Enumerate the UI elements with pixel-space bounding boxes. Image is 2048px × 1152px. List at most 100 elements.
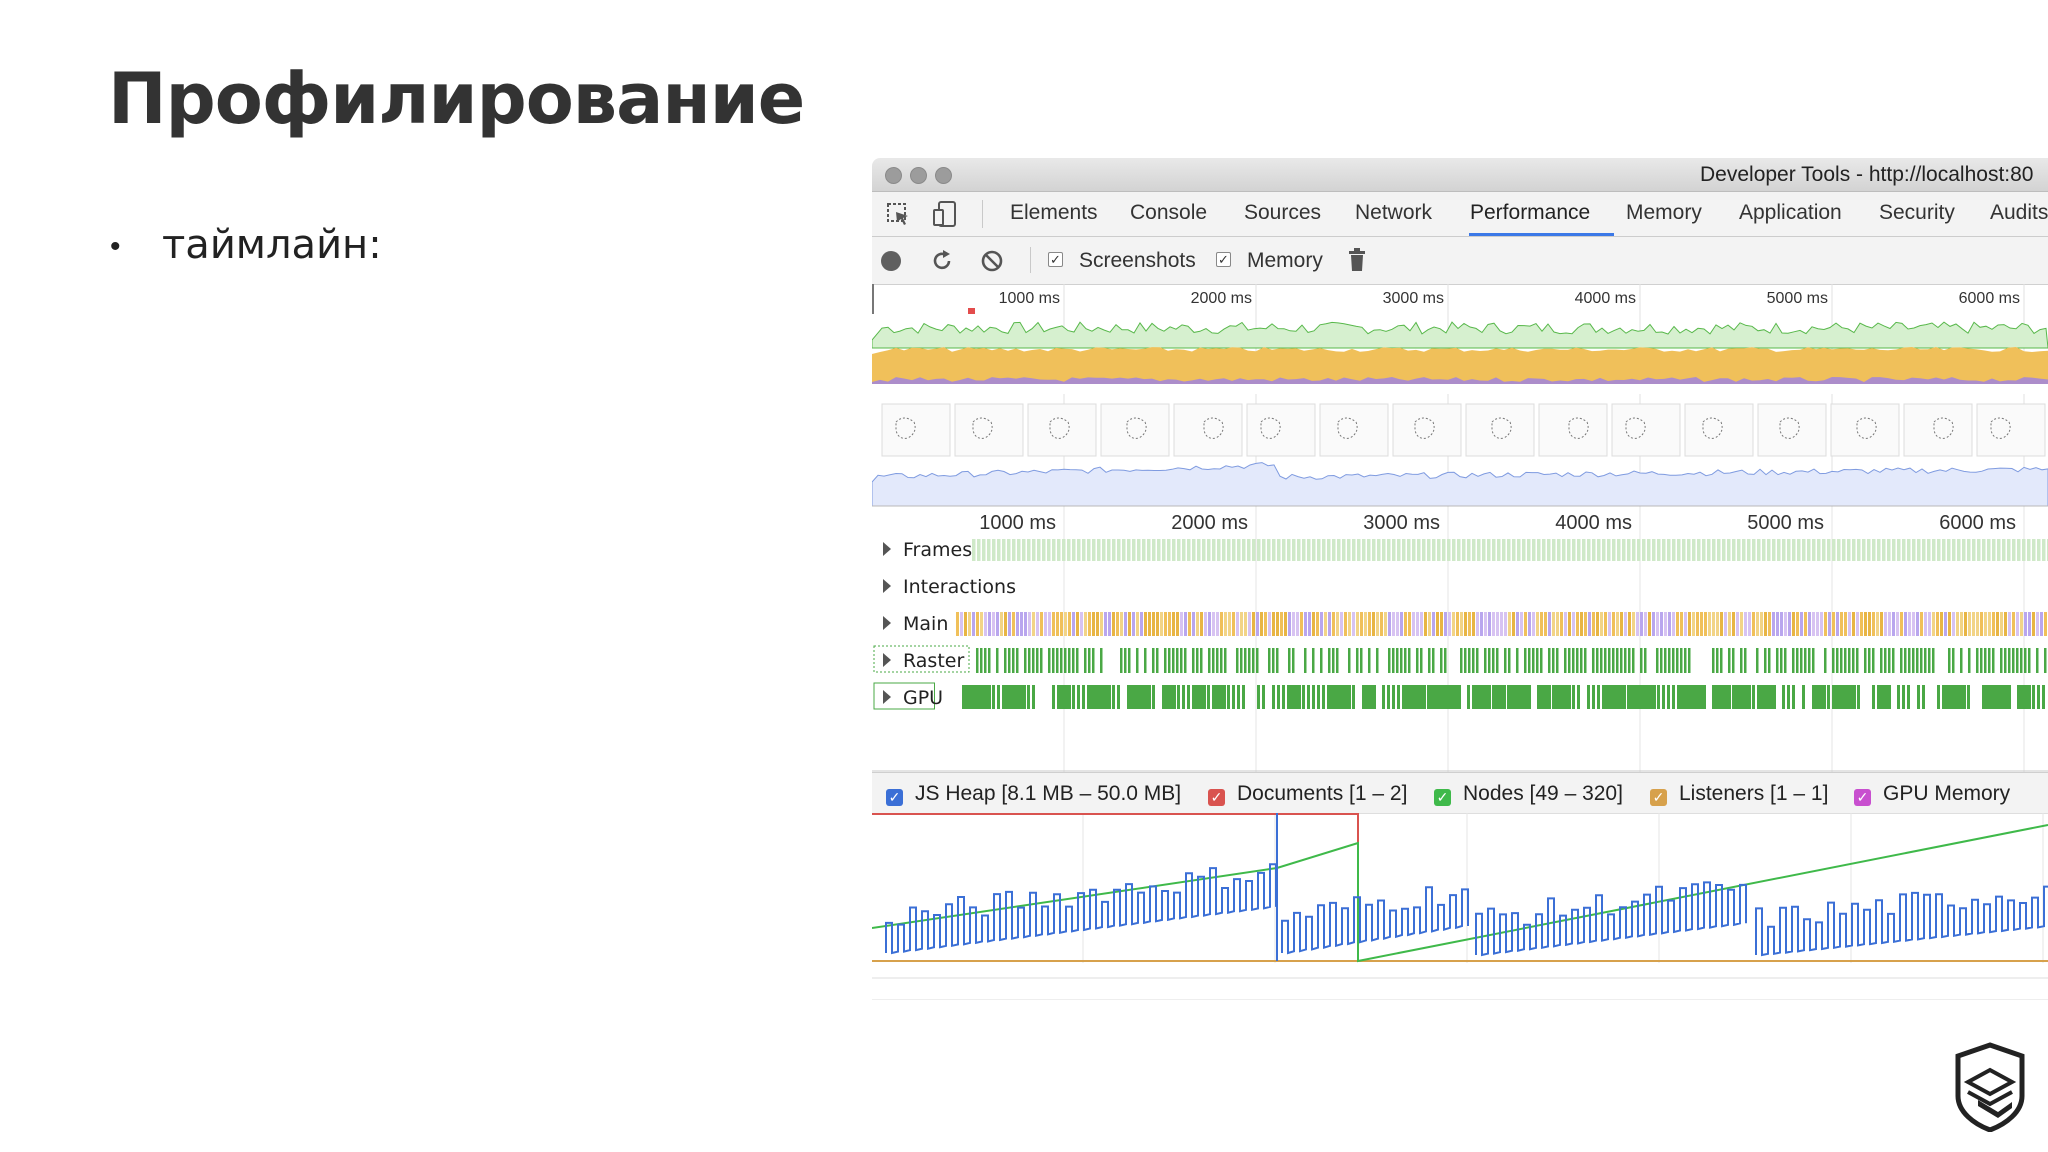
raster-bar [1640, 648, 1643, 673]
overview-ruler-label: 1000 ms [999, 290, 1060, 307]
listeners-checkbox[interactable]: ✓ [1650, 789, 1667, 806]
legend-documents[interactable]: ✓ Documents [1 – 2] [1208, 782, 1407, 806]
main-thread-bar [1864, 612, 1867, 636]
memory-checkbox[interactable]: ✓ [1216, 252, 1231, 267]
clear-icon[interactable] [980, 249, 1004, 273]
main-thread-bar [1728, 612, 1731, 636]
close-window-button[interactable] [885, 167, 902, 184]
main-thread-bar [1212, 612, 1215, 636]
screenshots-checkbox[interactable]: ✓ [1048, 252, 1063, 267]
reload-icon[interactable] [930, 249, 954, 273]
frame-bar [1832, 539, 1836, 561]
frame-bar [1427, 539, 1431, 561]
frame-bar [1367, 539, 1371, 561]
timeline-area[interactable]: 1000 ms 2000 ms 3000 ms 4000 ms 5000 ms 6000 … [872, 284, 2048, 772]
frame-bar [1977, 539, 1981, 561]
raster-bar [984, 648, 987, 673]
frame-bar [2032, 539, 2036, 561]
tab-sources[interactable]: Sources [1244, 201, 1322, 224]
frame-bar [1707, 539, 1711, 561]
main-thread-bar [2012, 612, 2015, 636]
tab-network[interactable]: Network [1355, 201, 1433, 224]
js-heap-checkbox[interactable]: ✓ [886, 789, 903, 806]
gpu-bar [1297, 685, 1300, 709]
tab-console[interactable]: Console [1130, 201, 1208, 224]
gpu-memory-checkbox[interactable]: ✓ [1854, 789, 1871, 806]
inspect-icon[interactable] [886, 202, 912, 228]
raster-bar [1404, 648, 1407, 673]
main-thread-bar [1564, 612, 1567, 636]
frame-bar [1987, 539, 1991, 561]
nodes-checkbox[interactable]: ✓ [1434, 789, 1451, 806]
raster-bar [1620, 648, 1623, 673]
tab-security[interactable]: Security [1879, 201, 1955, 224]
main-thread-bar [1708, 612, 1711, 636]
frame-bar [1812, 539, 1816, 561]
main-thread-bar [1180, 612, 1183, 636]
zoom-window-button[interactable] [935, 167, 952, 184]
record-icon[interactable] [880, 250, 902, 272]
legend-gpu-memory[interactable]: ✓ GPU Memory [1854, 782, 2010, 806]
tab-audits[interactable]: Audits [1990, 201, 2048, 224]
frame-bar [1702, 539, 1706, 561]
legend-nodes[interactable]: ✓ Nodes [49 – 320] [1434, 782, 1623, 806]
main-thread-bar [1944, 612, 1947, 636]
memory-label[interactable]: Memory [1247, 249, 1323, 272]
screenshot-thumbnail [1684, 403, 1754, 457]
minimize-window-button[interactable] [910, 167, 927, 184]
screenshot-globe [1337, 417, 1358, 439]
frame-bar [1387, 539, 1391, 561]
raster-bar [1432, 648, 1435, 673]
raster-bar [1164, 648, 1167, 673]
frame-bar [1187, 539, 1191, 561]
gpu-bar [1727, 685, 1730, 709]
frame-bar [1847, 539, 1851, 561]
raster-bar [1084, 648, 1087, 673]
device-icon[interactable] [932, 200, 958, 228]
main-thread-bar [1744, 612, 1747, 636]
tab-elements[interactable]: Elements [1010, 201, 1098, 224]
main-thread-bar [1080, 612, 1083, 636]
gpu-bar [1852, 685, 1855, 709]
tab-performance[interactable]: Performance [1470, 201, 1591, 224]
main-thread-bar [1960, 612, 1963, 636]
main-thread-bar [1820, 612, 1823, 636]
track-expand-arrow [883, 616, 891, 630]
raster-bar [1212, 648, 1215, 673]
main-thread-bar [1464, 612, 1467, 636]
gpu-bar [1522, 685, 1525, 709]
legend-listeners[interactable]: ✓ Listeners [1 – 1] [1650, 782, 1828, 806]
documents-checkbox[interactable]: ✓ [1208, 789, 1225, 806]
main-thread-bar [1680, 612, 1683, 636]
screenshot-globe [1933, 417, 1954, 439]
tab-application[interactable]: Application [1739, 201, 1842, 224]
main-thread-bar [1268, 612, 1271, 636]
main-thread-bar [1320, 612, 1323, 636]
raster-bar [1900, 648, 1903, 673]
screenshots-label[interactable]: Screenshots [1079, 249, 1196, 272]
screenshot-thumbnail [1319, 403, 1389, 457]
frame-bar [1312, 539, 1316, 561]
slide-title: Профилирование [108, 58, 805, 140]
main-thread-bar [1452, 612, 1455, 636]
track-expand-arrow [883, 690, 891, 704]
frame-bar [1782, 539, 1786, 561]
raster-bar [1632, 648, 1635, 673]
raster-bar [1348, 648, 1351, 673]
legend-js-heap[interactable]: ✓ JS Heap [8.1 MB – 50.0 MB] [886, 782, 1181, 806]
main-thread-bar [2000, 612, 2003, 636]
bullet-item: • таймлайн: [110, 222, 382, 268]
tab-separator [982, 200, 983, 228]
raster-bar [1032, 648, 1035, 673]
main-thread-bar [1412, 612, 1415, 636]
main-thread-bar [1716, 612, 1719, 636]
main-thread-bar [1224, 612, 1227, 636]
tab-memory[interactable]: Memory [1626, 201, 1702, 224]
gpu-bar [1837, 685, 1840, 709]
frame-bar [1992, 539, 1996, 561]
frame-bar [1952, 539, 1956, 561]
trash-icon[interactable] [1348, 248, 1366, 272]
main-thread-bar [1072, 612, 1075, 636]
gpu-bar [1272, 685, 1275, 709]
gpu-bar [1032, 685, 1035, 709]
